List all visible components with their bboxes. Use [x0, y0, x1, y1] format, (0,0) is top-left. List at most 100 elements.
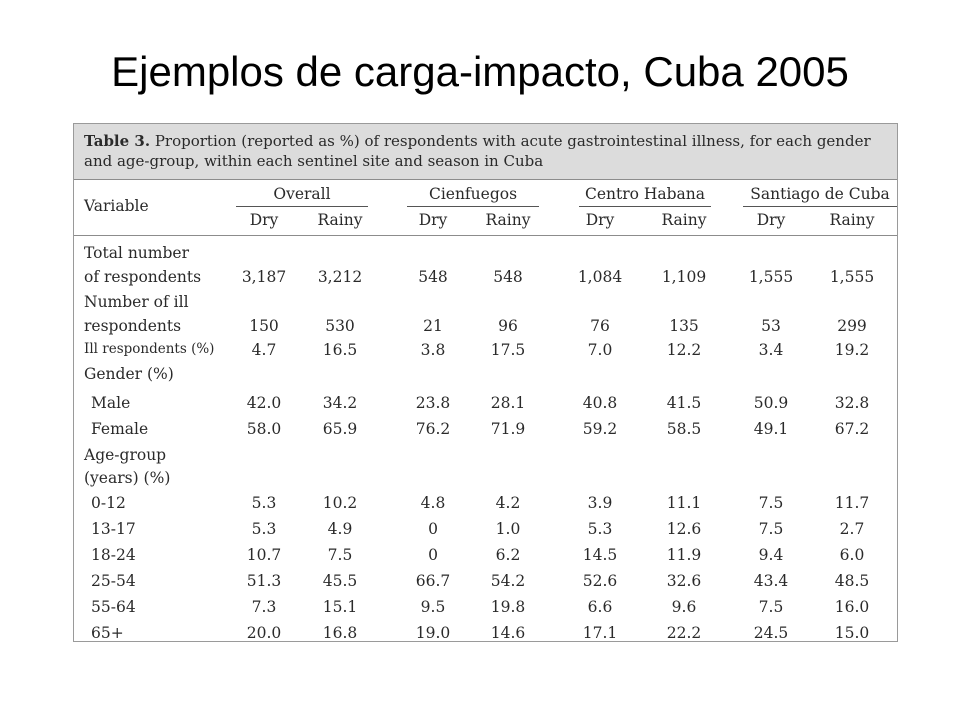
table-cell: 23.8: [415, 394, 451, 412]
data-table: Table 3. Proportion (reported as %) of r…: [73, 123, 898, 642]
group-header: Overall: [236, 185, 368, 207]
table-cell: 21: [423, 317, 443, 335]
row-label: Ill respondents (%): [84, 341, 215, 357]
table-cell: 42.0: [246, 394, 282, 412]
row-label: 25-54: [91, 572, 136, 590]
row-label: 65+: [91, 624, 124, 642]
table-cell: 11.1: [666, 494, 702, 512]
table-cell: 299: [837, 317, 867, 335]
group-underline: [407, 206, 539, 207]
table-cell: 1,555: [748, 268, 794, 286]
table-cell: 1,109: [661, 268, 707, 286]
table-cell: 45.5: [322, 572, 358, 590]
group-header: Centro Habana: [579, 185, 711, 207]
table-cell: 43.4: [753, 572, 789, 590]
season-header-rainy: Rainy: [661, 211, 707, 229]
table-cell: 15.0: [834, 624, 870, 642]
table-cell: 22.2: [666, 624, 702, 642]
table-cell: 10.7: [246, 546, 282, 564]
group-name: Cienfuegos: [428, 185, 518, 203]
table-cell: 0: [428, 546, 438, 564]
table-cell: 5.3: [587, 520, 613, 538]
row-label: Female: [91, 420, 149, 438]
table-cell: 11.7: [834, 494, 870, 512]
table-cell: 7.5: [758, 598, 784, 616]
row-label: Number of ill: [84, 293, 189, 311]
table-cell: 12.2: [666, 341, 702, 359]
table-cell: 0: [428, 520, 438, 538]
table-cell: 530: [325, 317, 355, 335]
row-label: 0-12: [91, 494, 126, 512]
table-cell: 53: [761, 317, 781, 335]
table-cell: 7.0: [587, 341, 613, 359]
table-cell: 3,187: [241, 268, 287, 286]
row-label: 13-17: [91, 520, 136, 538]
table-cell: 48.5: [834, 572, 870, 590]
row-label: 18-24: [91, 546, 136, 564]
table-cell: 2.7: [839, 520, 865, 538]
table-cell: 16.5: [322, 341, 358, 359]
table-cell: 67.2: [834, 420, 870, 438]
table-cell: 4.7: [251, 341, 277, 359]
table-cell: 3.9: [587, 494, 613, 512]
table-cell: 20.0: [246, 624, 282, 642]
table-cell: 17.5: [490, 341, 526, 359]
group-name: Centro Habana: [584, 185, 706, 203]
table-cell: 3.8: [420, 341, 446, 359]
group-header: Cienfuegos: [407, 185, 539, 207]
group-name: Overall: [273, 185, 331, 203]
table-cell: 4.8: [420, 494, 446, 512]
table-cell: 51.3: [246, 572, 282, 590]
table-caption: Table 3. Proportion (reported as %) of r…: [74, 124, 897, 180]
season-header-rainy: Rainy: [317, 211, 363, 229]
row-label: (years) (%): [84, 469, 171, 487]
row-label: 55-64: [91, 598, 136, 616]
table-cell: 14.5: [582, 546, 618, 564]
variable-header: Variable: [84, 197, 149, 215]
table-cell: 11.9: [666, 546, 702, 564]
table-cell: 16.8: [322, 624, 358, 642]
group-underline: [743, 206, 897, 207]
season-header-rainy: Rainy: [485, 211, 531, 229]
table-cell: 50.9: [753, 394, 789, 412]
table-cell: 3,212: [317, 268, 363, 286]
table-cell: 1,084: [577, 268, 623, 286]
table-cell: 5.3: [251, 520, 277, 538]
season-header-dry: Dry: [756, 211, 786, 229]
table-cell: 150: [249, 317, 279, 335]
table-cell: 34.2: [322, 394, 358, 412]
caption-line-1: Proportion (reported as %) of respondent…: [150, 132, 871, 150]
caption-label: Table 3.: [84, 132, 151, 150]
season-header-dry: Dry: [418, 211, 448, 229]
slide-title: Ejemplos de carga-impacto, Cuba 2005: [111, 48, 849, 95]
table-cell: 40.8: [582, 394, 618, 412]
season-header-rainy: Rainy: [829, 211, 875, 229]
season-header-dry: Dry: [585, 211, 615, 229]
table-cell: 3.4: [758, 341, 784, 359]
table-cell: 54.2: [490, 572, 526, 590]
table-cell: 32.8: [834, 394, 870, 412]
table-cell: 32.6: [666, 572, 702, 590]
table-cell: 19.8: [490, 598, 526, 616]
table-cell: 1,555: [829, 268, 875, 286]
table-cell: 7.5: [327, 546, 353, 564]
table-cell: 6.0: [839, 546, 865, 564]
table-cell: 66.7: [415, 572, 451, 590]
table-cell: 19.2: [834, 341, 870, 359]
season-header-dry: Dry: [249, 211, 279, 229]
table-cell: 58.5: [666, 420, 702, 438]
table-cell: 548: [493, 268, 523, 286]
table-cell: 76: [590, 317, 610, 335]
table-cell: 52.6: [582, 572, 618, 590]
group-underline: [236, 206, 368, 207]
table-cell: 10.2: [322, 494, 358, 512]
caption-line-2: and age-group, within each sentinel site…: [84, 152, 544, 170]
table-cell: 58.0: [246, 420, 282, 438]
table-cell: 24.5: [753, 624, 789, 642]
table-body: Total number of respondents 3,187 3,212 548 5…: [74, 236, 897, 660]
table-cell: 49.1: [753, 420, 789, 438]
table-cell: 9.6: [671, 598, 697, 616]
table-cell: 6.2: [495, 546, 521, 564]
table-cell: 59.2: [582, 420, 618, 438]
table-cell: 12.6: [666, 520, 702, 538]
